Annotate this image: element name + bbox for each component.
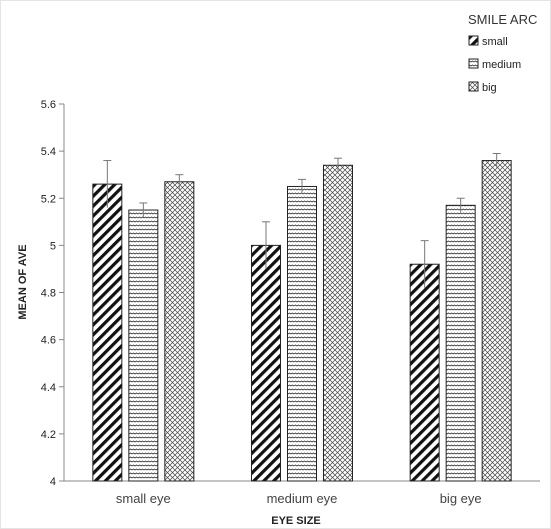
y-axis: 4 4.2 4.4 4.6 4.8 5 5.2 5.4 5.6 [41,99,64,488]
legend-swatch-small [469,36,478,45]
bars [93,153,511,481]
bar-small [252,245,281,481]
y-tick-label: 4.6 [41,335,56,347]
y-axis-title: MEAN OF AVE [17,244,29,319]
y-tick-label: 5.4 [41,146,56,158]
x-axis-title: EYE SIZE [271,515,321,527]
legend-title: SMILE ARC [468,12,537,27]
bar-big [165,182,194,481]
bar-small [410,264,439,481]
legend: small medium big [469,36,521,94]
y-tick-label: 4.4 [41,382,56,394]
legend-label-big: big [482,82,497,94]
bar-medium [129,210,158,481]
bar-medium [288,186,317,481]
legend-swatch-big [469,82,478,91]
legend-swatch-medium [469,59,478,68]
y-tick-label: 5 [50,240,56,252]
bar-big [324,165,353,481]
y-tick-label: 5.6 [41,99,56,111]
legend-label-medium: medium [482,59,521,71]
y-tick-label: 4.8 [41,288,56,300]
bar-medium [446,205,475,481]
x-axis: small eye medium eye big eye [64,481,540,506]
y-tick-label: 4 [50,476,56,488]
bar-small [93,184,122,481]
legend-label-small: small [482,36,508,48]
bar-big [482,161,511,481]
x-tick-label: small eye [116,491,171,506]
x-tick-label: medium eye [267,491,338,506]
y-tick-label: 5.2 [41,193,56,205]
y-tick-label: 4.2 [41,429,56,441]
x-tick-label: big eye [440,491,482,506]
